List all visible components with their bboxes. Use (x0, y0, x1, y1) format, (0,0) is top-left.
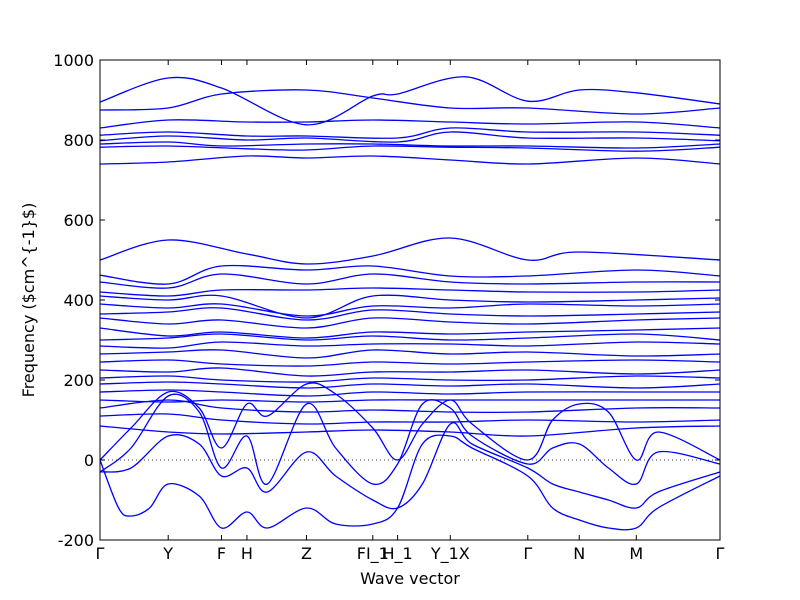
y-axis-label: Frequency ($cm^{-1}$) (19, 203, 38, 398)
x-axis-label: Wave vector (360, 569, 460, 588)
x-tick-label: Y (162, 544, 173, 563)
band-line-2 (99, 89, 721, 115)
x-tick-label: Γ (523, 544, 532, 563)
band-line-19 (99, 341, 721, 349)
band-line-3 (99, 119, 721, 129)
x-tick-label: Γ (96, 544, 105, 563)
band-line-17 (99, 327, 721, 339)
y-tick-label: 0 (84, 451, 94, 470)
band-line-30 (99, 382, 721, 461)
x-tick-label: Y_1X (430, 544, 470, 564)
x-tick-label: M (629, 544, 643, 563)
band-line-15 (99, 307, 721, 321)
y-tick-label: 600 (63, 211, 94, 230)
x-tick-label: Z (301, 544, 312, 563)
band-line-18 (99, 333, 721, 341)
band-line-8 (99, 155, 721, 165)
band-line-4 (99, 127, 721, 139)
band-line-28 (99, 413, 721, 425)
y-tick-label: 1000 (53, 51, 94, 70)
x-tick-label: H_1 (382, 544, 412, 564)
x-tick-label: FI_1 (357, 544, 389, 564)
band-line-27 (99, 399, 721, 414)
band-line-21 (99, 359, 721, 367)
band-line-16 (99, 317, 721, 329)
band-line-33 (99, 434, 721, 531)
x-tick-label: H (241, 544, 253, 563)
band-line-29 (99, 425, 721, 437)
band-line-9 (99, 237, 721, 265)
band-line-7 (99, 145, 721, 152)
y-tick-label: 800 (63, 131, 94, 150)
band-line-11 (99, 273, 721, 289)
x-tick-label: Γ (716, 544, 725, 563)
x-tick-label: F (217, 544, 226, 563)
band-line-32 (99, 421, 721, 510)
band-line-13 (99, 294, 721, 319)
band-line-22 (99, 367, 721, 377)
y-tick-label: -200 (58, 531, 94, 550)
x-tick-label: N (573, 544, 585, 563)
y-tick-label: 200 (63, 371, 94, 390)
band-line-24 (99, 381, 721, 389)
band-line-10 (99, 264, 721, 285)
band-line-5 (99, 131, 721, 143)
band-line-25 (99, 389, 720, 397)
band-line-14 (99, 303, 721, 317)
y-tick-label: 400 (63, 291, 94, 310)
band-line-20 (99, 349, 721, 359)
band-line-31 (99, 393, 721, 486)
band-line-1 (99, 76, 721, 126)
band-line-6 (99, 141, 721, 149)
band-line-23 (99, 375, 721, 383)
band-line-12 (99, 287, 721, 297)
